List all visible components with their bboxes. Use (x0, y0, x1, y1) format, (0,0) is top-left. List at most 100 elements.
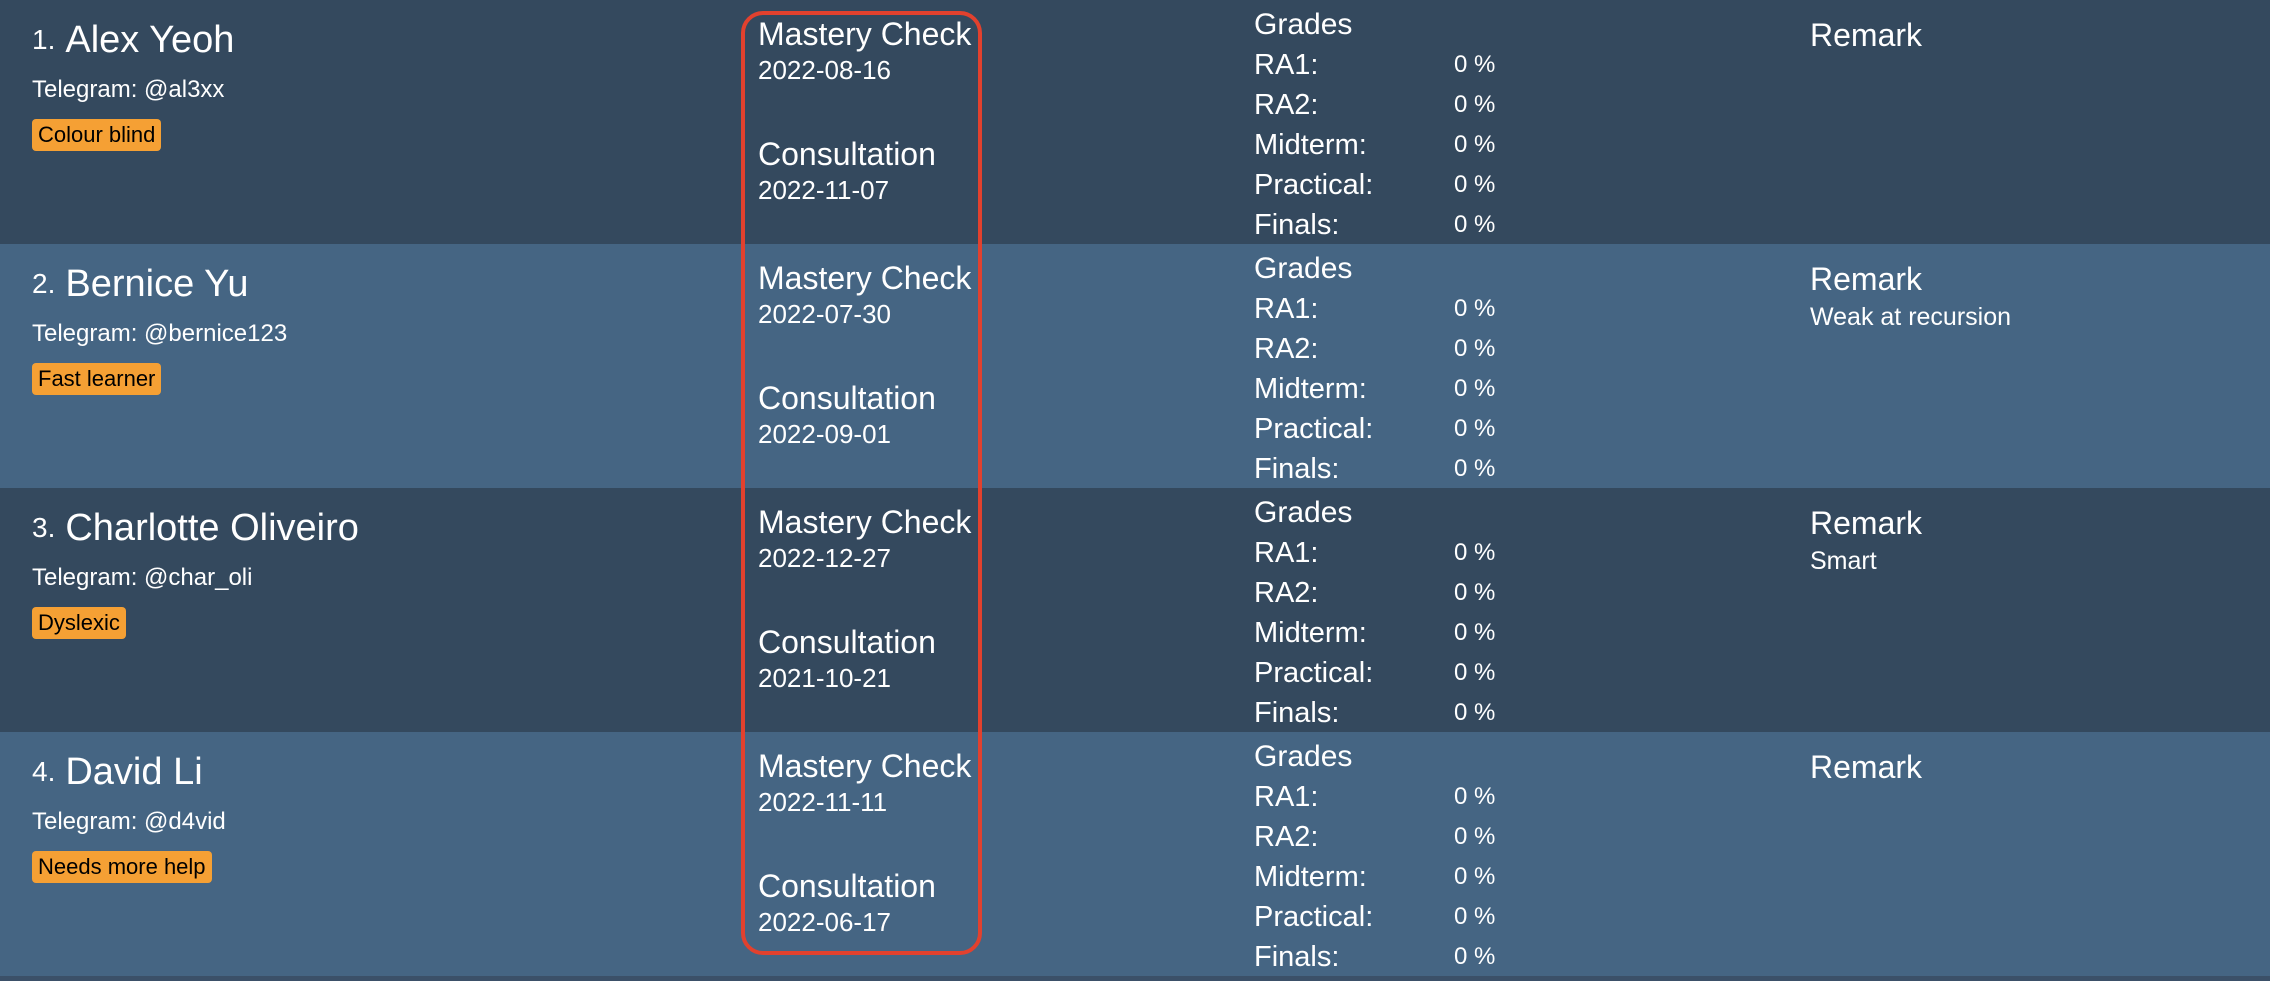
grades-title: Grades (1254, 252, 1353, 285)
grade-value: 0 % (1454, 171, 1496, 198)
remark-text: Smart (1810, 547, 1877, 575)
grade-row-ra1: RA1: 0 % (1254, 45, 1554, 85)
grade-value: 0 % (1454, 51, 1496, 78)
mastery-check-date: 2022-08-16 (758, 55, 891, 85)
student-name-row: 1. Alex Yeoh (32, 18, 234, 62)
grade-label: Finals: (1254, 453, 1340, 485)
mastery-check-label: Mastery Check (758, 748, 972, 784)
grade-row-ra2: RA2: 0 % (1254, 573, 1554, 613)
student-card[interactable]: 3. Charlotte Oliveiro Telegram: @char_oli… (0, 488, 2270, 732)
grade-value: 0 % (1454, 863, 1496, 890)
student-index: 2. (32, 268, 56, 299)
grade-row-ra2: RA2: 0 % (1254, 85, 1554, 125)
grades-title: Grades (1254, 8, 1353, 41)
grades-title: Grades (1254, 740, 1353, 773)
remark-title: Remark (1810, 261, 1923, 297)
consultation-date: 2022-09-01 (758, 419, 891, 449)
consultation-label: Consultation (758, 868, 936, 904)
grade-label: Midterm: (1254, 617, 1367, 649)
grade-value: 0 % (1454, 415, 1496, 442)
grade-label: Midterm: (1254, 861, 1367, 893)
grade-label: RA1: (1254, 781, 1319, 813)
grade-label: Finals: (1254, 941, 1340, 973)
grade-row-finals: Finals: 0 % (1254, 449, 1554, 489)
grade-label: Practical: (1254, 657, 1374, 689)
grade-row-midterm: Midterm: 0 % (1254, 369, 1554, 409)
grade-row-midterm: Midterm: 0 % (1254, 613, 1554, 653)
grade-row-practical: Practical: 0 % (1254, 409, 1554, 449)
grade-row-finals: Finals: 0 % (1254, 937, 1554, 977)
consultation-label: Consultation (758, 624, 936, 660)
grade-label: RA2: (1254, 89, 1319, 121)
grade-value: 0 % (1454, 579, 1496, 606)
consultation-label: Consultation (758, 380, 936, 416)
grade-value: 0 % (1454, 823, 1496, 850)
grade-value: 0 % (1454, 211, 1496, 238)
consultation-date: 2021-10-21 (758, 663, 891, 693)
grade-row-finals: Finals: 0 % (1254, 205, 1554, 245)
student-name-row: 4. David Li (32, 750, 203, 794)
mastery-check-date: 2022-11-11 (758, 787, 888, 817)
grade-label: RA1: (1254, 537, 1319, 569)
tag-badge: Needs more help (32, 851, 212, 883)
student-index: 1. (32, 24, 56, 55)
grade-value: 0 % (1454, 943, 1496, 970)
mastery-check-date: 2022-12-27 (758, 543, 891, 573)
grade-row-ra1: RA1: 0 % (1254, 289, 1554, 329)
mastery-check-label: Mastery Check (758, 504, 972, 540)
consultation-date: 2022-11-07 (758, 175, 890, 205)
remark-text: Weak at recursion (1810, 303, 2012, 331)
student-name-row: 2. Bernice Yu (32, 262, 248, 306)
grade-label: RA1: (1254, 293, 1319, 325)
grade-label: RA2: (1254, 333, 1319, 365)
grades-title: Grades (1254, 496, 1353, 529)
grade-label: Midterm: (1254, 373, 1367, 405)
remark-title: Remark (1810, 749, 1923, 785)
tag-badge: Colour blind (32, 119, 162, 151)
student-name: Bernice Yu (65, 263, 249, 305)
grade-value: 0 % (1454, 455, 1496, 482)
telegram-handle: Telegram: @bernice123 (32, 320, 288, 347)
grade-label: RA1: (1254, 49, 1319, 81)
grade-row-ra2: RA2: 0 % (1254, 329, 1554, 369)
remark-title: Remark (1810, 17, 1923, 53)
grade-value: 0 % (1454, 335, 1496, 362)
grade-value: 0 % (1454, 375, 1496, 402)
grade-row-midterm: Midterm: 0 % (1254, 857, 1554, 897)
grade-label: Finals: (1254, 209, 1340, 241)
grade-label: Midterm: (1254, 129, 1367, 161)
grade-value: 0 % (1454, 659, 1496, 686)
student-name-row: 3. Charlotte Oliveiro (32, 506, 359, 550)
grade-value: 0 % (1454, 903, 1496, 930)
student-index: 3. (32, 512, 56, 543)
grade-row-practical: Practical: 0 % (1254, 165, 1554, 205)
tag-badge: Fast learner (32, 363, 162, 395)
telegram-handle: Telegram: @d4vid (32, 808, 226, 835)
student-card[interactable]: 2. Bernice Yu Telegram: @bernice123 Fast … (0, 244, 2270, 488)
grade-row-ra2: RA2: 0 % (1254, 817, 1554, 857)
grade-row-ra1: RA1: 0 % (1254, 777, 1554, 817)
grade-row-finals: Finals: 0 % (1254, 693, 1554, 733)
consultation-date: 2022-06-17 (758, 907, 891, 937)
grade-row-ra1: RA1: 0 % (1254, 533, 1554, 573)
grade-label: Finals: (1254, 697, 1340, 729)
grade-label: Practical: (1254, 169, 1374, 201)
student-name: Charlotte Oliveiro (65, 507, 359, 549)
grade-label: RA2: (1254, 577, 1319, 609)
grade-value: 0 % (1454, 295, 1496, 322)
grade-value: 0 % (1454, 783, 1496, 810)
mastery-check-date: 2022-07-30 (758, 299, 891, 329)
student-index: 4. (32, 756, 56, 787)
grade-row-practical: Practical: 0 % (1254, 897, 1554, 937)
grade-label: Practical: (1254, 413, 1374, 445)
grade-label: RA2: (1254, 821, 1319, 853)
grade-row-practical: Practical: 0 % (1254, 653, 1554, 693)
student-card[interactable]: 1. Alex Yeoh Telegram: @al3xx Colour blin… (0, 0, 2270, 244)
grade-value: 0 % (1454, 699, 1496, 726)
grade-value: 0 % (1454, 539, 1496, 566)
student-name: David Li (65, 751, 203, 793)
tag-badge: Dyslexic (32, 607, 126, 639)
mastery-check-label: Mastery Check (758, 260, 972, 296)
student-card[interactable]: 4. David Li Telegram: @d4vid Needs more h… (0, 732, 2270, 976)
